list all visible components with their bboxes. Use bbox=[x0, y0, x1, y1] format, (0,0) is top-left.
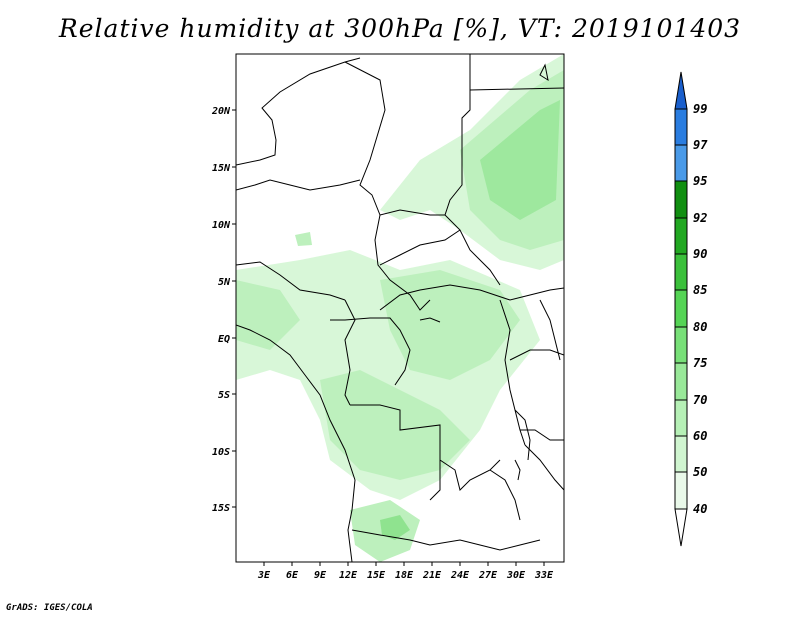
lon-label: 33E bbox=[534, 570, 554, 581]
colorbar-label: 85 bbox=[693, 283, 707, 297]
lat-label: 20N bbox=[211, 106, 231, 117]
lat-label: 5N bbox=[218, 277, 231, 288]
lon-label: 12E bbox=[339, 570, 358, 581]
colorbar-segment bbox=[674, 471, 688, 510]
colorbar-label: 60 bbox=[693, 429, 707, 443]
colorbar-label: 95 bbox=[693, 174, 707, 188]
humidity-field bbox=[236, 54, 564, 562]
colorbar-segment bbox=[674, 362, 688, 401]
lon-label: 30E bbox=[506, 570, 526, 581]
lat-label: 15N bbox=[212, 163, 231, 174]
colorbar-segment bbox=[674, 144, 688, 182]
colorbar-label: 50 bbox=[693, 465, 707, 479]
colorbar-segment bbox=[674, 399, 688, 437]
lon-label: 21E bbox=[422, 570, 442, 581]
lon-label: 18E bbox=[395, 570, 414, 581]
lat-label: EQ bbox=[218, 334, 230, 345]
map-frame bbox=[235, 53, 565, 563]
colorbar-label: 40 bbox=[693, 502, 707, 516]
colorbar-label: 70 bbox=[693, 393, 707, 407]
lon-label: 9E bbox=[314, 570, 327, 581]
map-figure: 20N 15N 10N 5N EQ 5S 10S 15S 3E 6E 9E 12… bbox=[211, 53, 708, 581]
axis-ticks bbox=[232, 109, 545, 566]
colorbar-label: 92 bbox=[693, 211, 707, 225]
colorbar-label: 80 bbox=[693, 320, 707, 334]
colorbar bbox=[674, 71, 688, 547]
country-borders bbox=[236, 54, 564, 562]
colorbar-segment bbox=[674, 217, 688, 255]
lat-label: 10S bbox=[212, 447, 230, 458]
lat-label: 10N bbox=[212, 220, 231, 231]
grads-credit: GrADS: IGES/COLA bbox=[6, 603, 93, 613]
lon-label: 3E bbox=[257, 570, 271, 581]
colorbar-segment bbox=[674, 180, 688, 219]
colorbar-label: 90 bbox=[693, 247, 707, 261]
colorbar-segment bbox=[674, 435, 688, 473]
chart-title: Relative humidity at 300hPa [%], VT: 201… bbox=[58, 14, 742, 43]
lat-label: 5S bbox=[218, 390, 230, 401]
lon-label: 27E bbox=[478, 570, 498, 581]
colorbar-segment bbox=[674, 108, 688, 146]
lon-label: 6E bbox=[286, 570, 299, 581]
colorbar-label: 75 bbox=[693, 356, 707, 370]
colorbar-segment bbox=[674, 253, 688, 291]
colorbar-segment bbox=[674, 326, 688, 364]
lat-label: 15S bbox=[212, 503, 230, 514]
colorbar-label: 97 bbox=[693, 138, 708, 152]
colorbar-label: 99 bbox=[693, 102, 707, 116]
colorbar-segment bbox=[674, 289, 688, 328]
lon-label: 15E bbox=[367, 570, 386, 581]
lon-label: 24E bbox=[450, 570, 470, 581]
colorbar-top-triangle bbox=[674, 71, 688, 110]
colorbar-bottom-triangle bbox=[674, 508, 688, 547]
